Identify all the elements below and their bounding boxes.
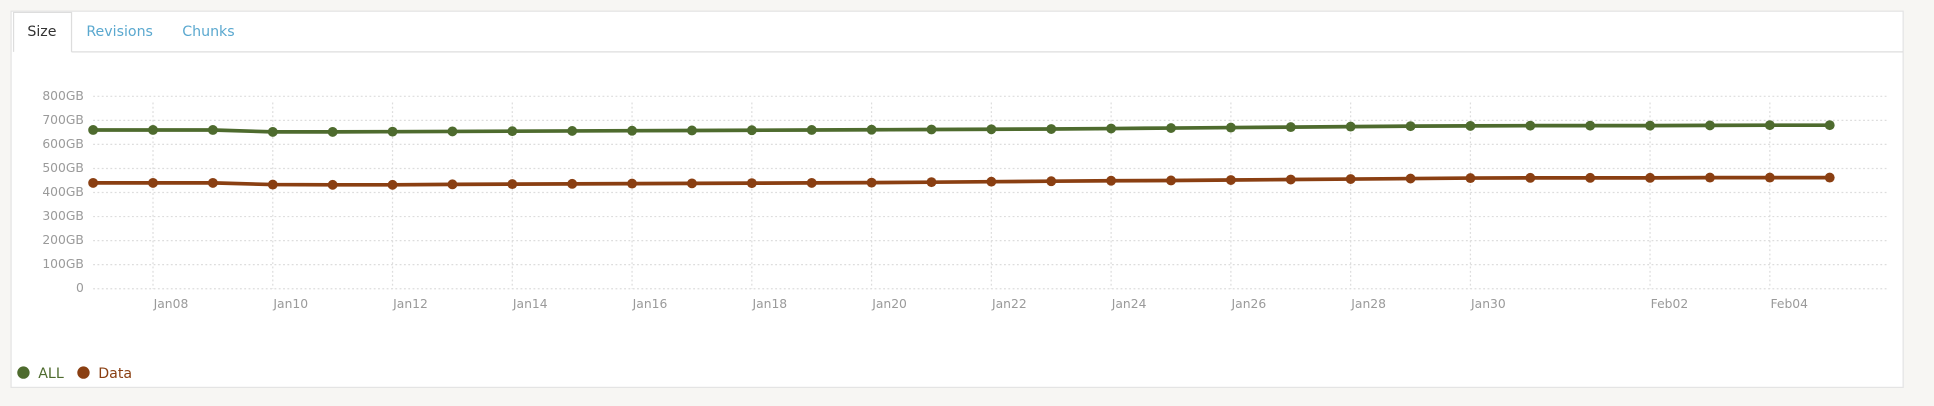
y-tick-label: 0: [76, 281, 84, 295]
point: [1465, 173, 1476, 184]
point: [267, 179, 278, 190]
point: [567, 178, 578, 189]
tab-chunks[interactable]: Chunks: [182, 24, 234, 40]
series-line: [93, 123, 1830, 134]
y-tick-label: 600GB: [42, 137, 84, 151]
point: [1645, 120, 1656, 131]
x-tick-label: Jan12: [392, 297, 428, 311]
point: [1166, 123, 1176, 133]
point: [746, 178, 757, 189]
x-tick-label: Jan24: [1111, 297, 1147, 311]
y-tick-label: 800GB: [42, 89, 84, 103]
active-tab[interactable]: [12, 11, 73, 52]
point: [1764, 172, 1775, 183]
y-tick-label: 100GB: [42, 257, 84, 271]
point: [926, 124, 937, 135]
point: [447, 179, 458, 190]
y-tick-label: 400GB: [42, 185, 84, 199]
point: [866, 177, 877, 188]
point: [88, 177, 99, 188]
y-tick-label: 500GB: [42, 161, 84, 175]
x-tick-label: Jan22: [991, 297, 1027, 311]
point: [148, 125, 158, 135]
point: [1585, 172, 1596, 183]
legend-label: Data: [98, 366, 132, 382]
legend-label: ALL: [38, 366, 64, 382]
x-tick-label: Feb04: [1770, 297, 1808, 311]
point: [1585, 120, 1596, 131]
point: [1525, 120, 1536, 131]
x-tick-label: Jan26: [1231, 297, 1267, 311]
point: [1285, 122, 1296, 133]
point: [687, 125, 697, 136]
point: [387, 179, 398, 190]
point: [1824, 120, 1835, 131]
point: [687, 178, 697, 189]
point: [1705, 172, 1715, 183]
point: [327, 126, 338, 137]
panel: [10, 10, 1904, 389]
series-line: [93, 175, 1830, 187]
point: [866, 124, 877, 135]
plot: 0 100GB 200GB 300GB 400GB 500GB 600GB 700GB 800G…: [17, 89, 1888, 382]
point: [267, 126, 278, 137]
point: [986, 124, 997, 135]
point: [1345, 121, 1356, 132]
point: [926, 177, 937, 188]
point: [327, 179, 338, 190]
y-tick-label: 700GB: [42, 113, 84, 127]
x-tick-label: Jan08: [153, 297, 189, 311]
point: [567, 126, 578, 136]
point: [1764, 120, 1775, 131]
point: [806, 125, 817, 135]
tab-revisions[interactable]: Revisions: [86, 24, 153, 40]
point: [207, 125, 218, 135]
point: [1345, 174, 1356, 184]
x-tick-label: Jan30: [1470, 297, 1506, 311]
point: [1465, 120, 1476, 131]
point: [627, 178, 637, 189]
y-tick-label: 300GB: [42, 209, 84, 223]
point: [1225, 175, 1236, 185]
x-tick-label: Jan18: [751, 297, 787, 311]
point: [1705, 120, 1715, 131]
point: [1046, 124, 1057, 134]
point: [507, 126, 518, 137]
point: [1225, 122, 1236, 133]
x-tick-label: Feb02: [1651, 297, 1689, 311]
point: [1106, 123, 1117, 134]
x-tick-label: Jan14: [512, 297, 548, 311]
point: [447, 126, 458, 137]
point: [1285, 174, 1296, 185]
point: [148, 177, 158, 188]
x-tick-label: Jan10: [272, 297, 308, 311]
point: [387, 126, 398, 137]
point: [1106, 175, 1117, 186]
point: [1405, 121, 1416, 132]
point: [88, 125, 99, 135]
tab-size[interactable]: Size: [27, 24, 56, 40]
point: [1405, 173, 1416, 184]
point: [1046, 176, 1057, 187]
legend-swatch: [77, 366, 90, 379]
point: [507, 179, 518, 190]
point: [1166, 175, 1176, 186]
point: [986, 176, 997, 187]
point: [1645, 172, 1656, 183]
legend-swatch: [17, 366, 30, 379]
x-tick-label: Jan20: [871, 297, 907, 311]
x-tick-label: Jan28: [1350, 297, 1386, 311]
point: [1525, 172, 1536, 183]
y-tick-label: 200GB: [42, 233, 84, 247]
point: [746, 125, 757, 136]
point: [1824, 172, 1835, 183]
x-tick-label: Jan16: [632, 297, 668, 311]
point: [207, 177, 218, 188]
point: [627, 125, 637, 136]
point: [806, 177, 817, 188]
